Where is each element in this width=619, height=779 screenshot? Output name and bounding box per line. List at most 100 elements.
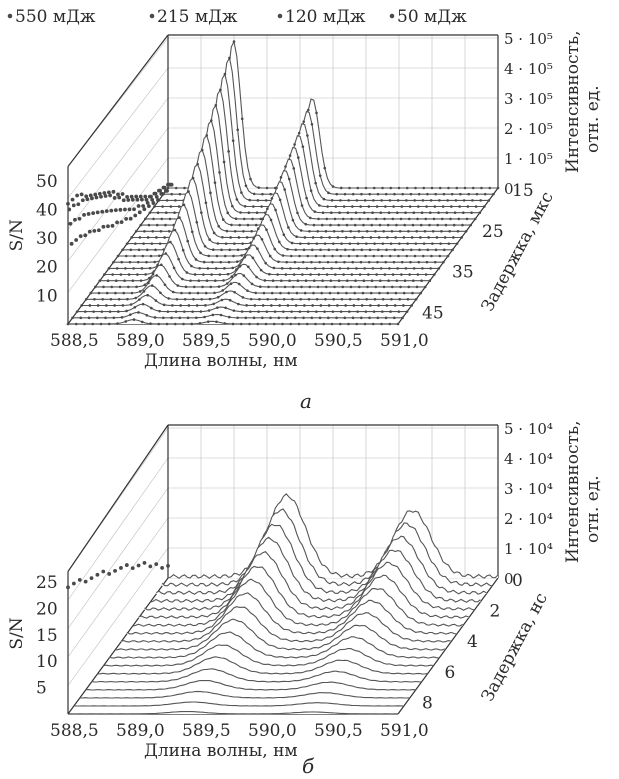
- data-point: [376, 248, 380, 252]
- data-point: [328, 236, 331, 239]
- data-point: [409, 260, 412, 264]
- data-point: [320, 223, 324, 227]
- data-point: [313, 267, 317, 270]
- y-tick-label: 15: [512, 181, 534, 201]
- snr-point: [82, 212, 86, 217]
- data-point: [473, 217, 477, 221]
- data-point: [337, 279, 341, 283]
- snr-point: [75, 193, 79, 198]
- data-point: [153, 205, 156, 208]
- data-point: [438, 254, 442, 258]
- data-point: [119, 273, 123, 276]
- data-point: [320, 291, 324, 295]
- y-tick-label: 35: [452, 263, 474, 283]
- data-point: [309, 189, 313, 192]
- data-point: [140, 320, 144, 324]
- x-tick-label: 588,5: [50, 331, 99, 351]
- data-point: [96, 304, 100, 307]
- data-point: [380, 254, 384, 258]
- data-point: [353, 291, 357, 295]
- data-point: [221, 289, 225, 292]
- grid-line: [67, 457, 169, 601]
- data-point: [479, 199, 482, 202]
- data-point: [206, 267, 210, 270]
- snr-point: [112, 196, 117, 200]
- data-point: [319, 304, 323, 307]
- data-point: [173, 211, 176, 215]
- data-point: [121, 248, 124, 252]
- data-point: [343, 316, 347, 320]
- snr-point: [66, 201, 70, 206]
- data-point: [377, 236, 381, 239]
- data-point: [247, 246, 251, 250]
- data-point: [264, 199, 268, 202]
- data-point: [464, 229, 468, 233]
- data-point: [324, 229, 328, 233]
- x-tick-label: 590,5: [314, 721, 363, 741]
- data-point: [256, 199, 260, 202]
- data-point: [396, 199, 400, 202]
- data-point: [362, 279, 366, 283]
- data-point: [134, 242, 137, 245]
- data-point: [315, 297, 319, 301]
- z-tick-label: 5 · 10⁴: [504, 420, 553, 438]
- data-point: [353, 236, 356, 239]
- data-point: [289, 267, 292, 270]
- data-point: [350, 217, 353, 221]
- data-point: [158, 242, 162, 245]
- data-point: [346, 211, 350, 215]
- snr-point: [116, 192, 120, 197]
- data-point: [261, 304, 265, 307]
- snr-point: [78, 234, 83, 239]
- data-point: [411, 291, 414, 295]
- snr-point: [89, 576, 94, 581]
- data-point: [388, 322, 392, 326]
- data-point: [222, 279, 225, 282]
- data-point: [122, 291, 126, 295]
- data-point: [261, 192, 264, 196]
- spectrum-line: [161, 508, 493, 587]
- data-point: [344, 236, 348, 239]
- data-point: [145, 313, 149, 317]
- data-point: [211, 260, 214, 264]
- snr-point: [111, 189, 116, 194]
- snr-point: [130, 197, 135, 202]
- data-point: [125, 242, 129, 245]
- data-point: [98, 279, 102, 283]
- snr-point: [94, 195, 99, 200]
- data-point: [323, 242, 327, 245]
- data-point: [172, 266, 176, 270]
- axis-edge: [67, 424, 169, 572]
- snr-point: [67, 207, 72, 212]
- data-point: [147, 281, 150, 285]
- data-point: [280, 267, 284, 270]
- snr-point: [71, 203, 76, 208]
- data-point: [315, 111, 318, 115]
- data-point: [381, 242, 385, 245]
- data-point: [385, 248, 388, 252]
- data-point: [393, 248, 397, 252]
- data-point: [487, 199, 491, 202]
- data-point: [297, 322, 301, 326]
- data-point: [269, 218, 273, 222]
- data-point: [293, 260, 297, 264]
- data-point: [95, 316, 99, 320]
- data-point: [241, 242, 244, 245]
- data-point: [417, 192, 421, 196]
- data-point: [296, 211, 299, 215]
- data-point: [248, 198, 251, 202]
- spectrum-line: [109, 631, 440, 659]
- data-point: [387, 211, 391, 215]
- snr-point: [71, 581, 76, 586]
- data-point: [433, 273, 436, 276]
- data-point: [173, 322, 177, 326]
- data-point: [383, 273, 387, 276]
- data-point: [207, 309, 211, 312]
- grid-line: [67, 97, 169, 230]
- data-point: [406, 242, 409, 245]
- data-point: [365, 229, 369, 233]
- data-point: [384, 316, 388, 320]
- data-point: [312, 291, 315, 295]
- data-point: [392, 316, 396, 320]
- data-point: [186, 239, 190, 243]
